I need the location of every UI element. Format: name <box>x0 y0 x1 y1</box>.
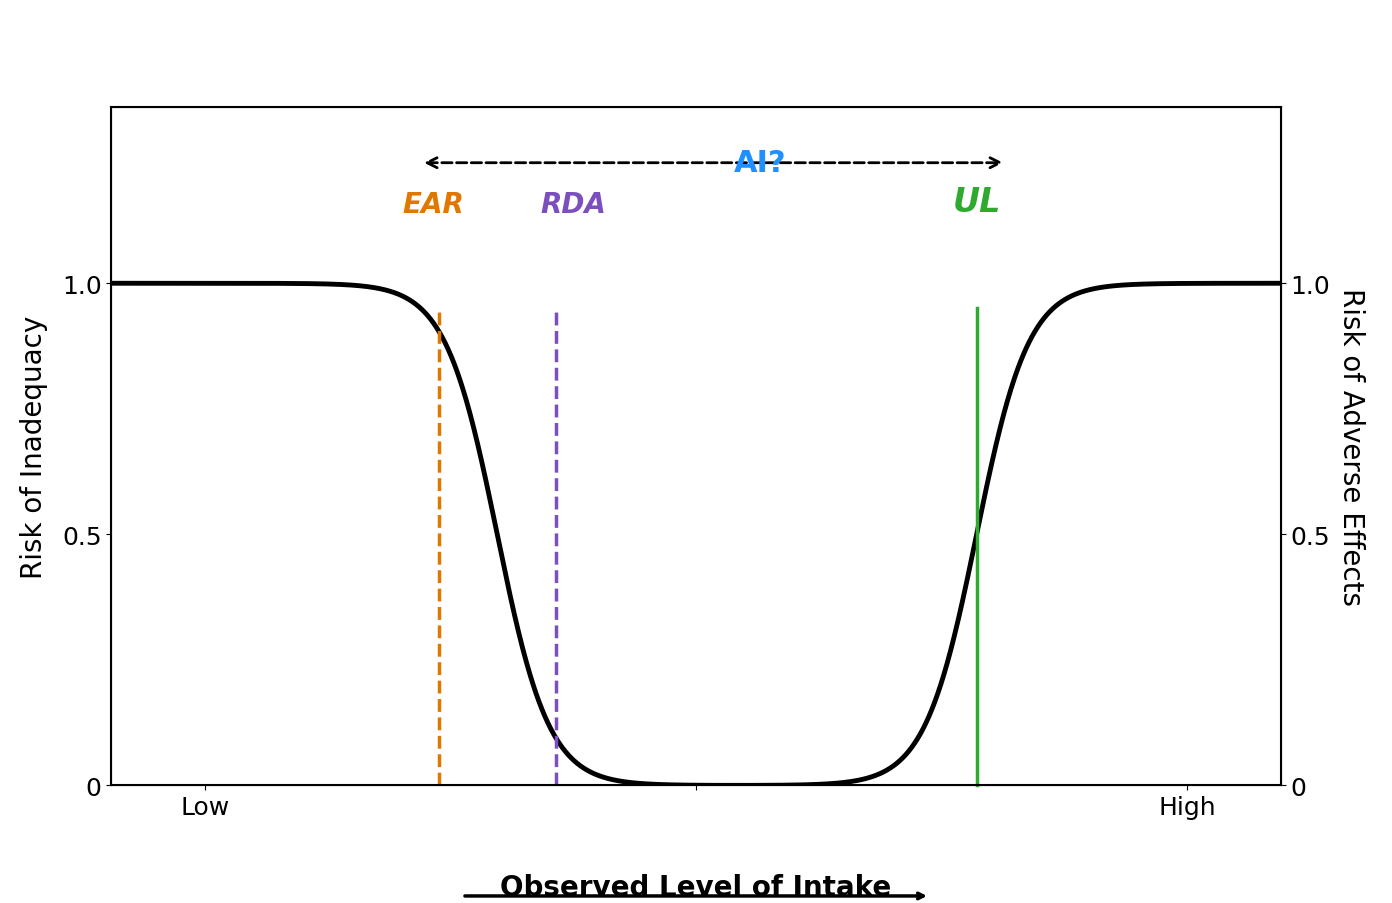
Text: UL: UL <box>952 186 1001 219</box>
Y-axis label: Risk of Adverse Effects: Risk of Adverse Effects <box>1336 288 1364 606</box>
Text: RDA: RDA <box>540 191 606 219</box>
Text: Observed Level of Intake: Observed Level of Intake <box>500 873 892 901</box>
Y-axis label: Risk of Inadequacy: Risk of Inadequacy <box>19 315 47 579</box>
Text: EAR: EAR <box>402 191 464 219</box>
Text: AI?: AI? <box>734 149 786 178</box>
